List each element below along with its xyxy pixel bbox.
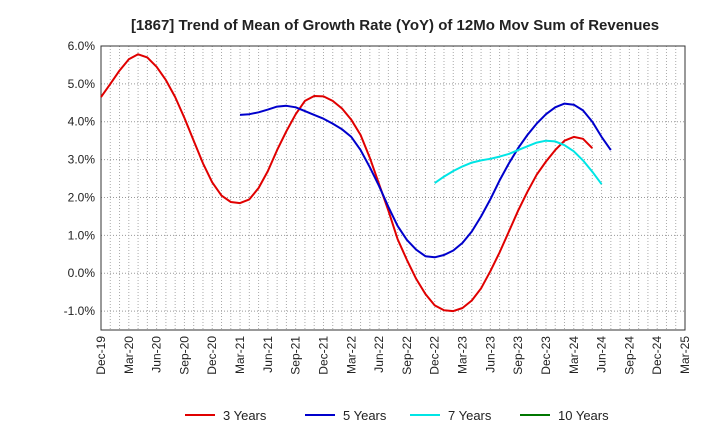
grid [100,45,686,330]
series-line-5-years [239,102,612,259]
plot-frame [100,45,686,331]
series-lines [100,53,612,313]
series-line-3-years [100,53,594,313]
legend-label: 7 Years [448,408,492,423]
y-tick-label: 2.0% [68,190,96,204]
x-tick-label: Mar-20 [122,336,136,374]
y-tick-label: 1.0% [68,228,96,242]
x-tick-label: Dec-22 [428,336,442,375]
x-tick-label: Dec-23 [539,336,553,375]
x-tick-label: Dec-21 [316,336,330,375]
x-tick-label: Mar-21 [233,336,247,374]
x-tick-label: Sep-22 [400,336,414,375]
y-tick-label: 5.0% [68,77,96,91]
y-tick-label: 0.0% [68,266,96,280]
x-tick-label: Sep-24 [622,336,636,375]
legend: 3 Years 5 Years 7 Years 10 Years [185,408,609,423]
x-tick-label: Sep-20 [177,336,191,375]
x-tick-label: Mar-22 [344,336,358,374]
y-axis: 6.0% 5.0% 4.0% 3.0% 2.0% 1.0% 0.0% -1.0% [64,39,96,318]
legend-label: 3 Years [223,408,267,423]
x-tick-label: Dec-24 [650,336,664,375]
x-tick-label: Mar-24 [567,336,581,374]
legend-label: 5 Years [343,408,387,423]
x-tick-label: Jun-21 [261,336,275,373]
chart-title: [1867] Trend of Mean of Growth Rate (YoY… [131,17,659,34]
x-axis: Dec-19 Mar-20 Jun-20 Sep-20 Dec-20 Mar-21 Jun-… [94,336,692,375]
x-tick-label: Dec-19 [94,336,108,375]
y-tick-label: 6.0% [68,39,96,53]
y-tick-label: 4.0% [68,115,96,129]
x-tick-label: Jun-23 [483,336,497,373]
y-tick-label: -1.0% [64,304,96,318]
y-tick-label: 3.0% [68,153,96,167]
x-tick-label: Dec-20 [205,336,219,375]
x-tick-label: Jun-22 [372,336,386,373]
x-tick-label: Mar-23 [456,336,470,374]
legend-label: 10 Years [558,408,609,423]
x-tick-label: Jun-20 [150,336,164,373]
x-tick-label: Jun-24 [595,336,609,373]
x-tick-label: Sep-21 [289,336,303,375]
series-line-7-years [434,139,603,185]
x-tick-label: Sep-23 [511,336,525,375]
x-tick-label: Mar-25 [678,336,692,374]
